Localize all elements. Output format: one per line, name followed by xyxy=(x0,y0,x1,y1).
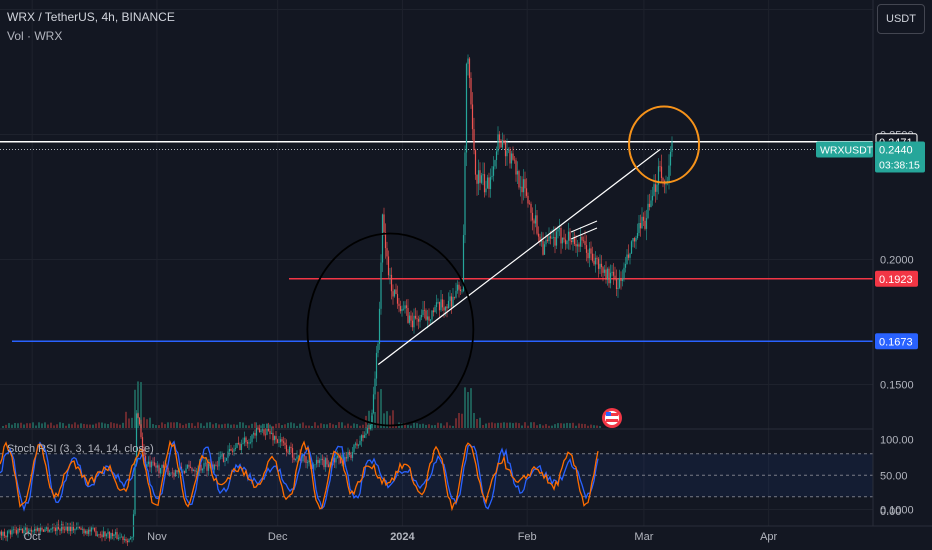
time-label: Oct xyxy=(24,531,41,543)
grid xyxy=(0,0,873,526)
svg-text:0.1923: 0.1923 xyxy=(879,274,913,286)
time-label: Dec xyxy=(268,531,288,543)
volume-label: Vol · WRX xyxy=(7,29,63,43)
svg-text:0.2440: 0.2440 xyxy=(879,145,913,157)
price-tick: 0.1500 xyxy=(880,380,914,392)
orange-circle xyxy=(628,105,701,184)
time-axis[interactable]: Oct Nov Dec 2024 Feb Mar Apr xyxy=(0,525,932,543)
trendline xyxy=(377,149,661,365)
drawings[interactable] xyxy=(306,105,701,427)
price-tick: 0.2000 xyxy=(880,255,914,267)
price-series xyxy=(0,54,673,546)
currency-button[interactable]: USDT xyxy=(877,4,925,34)
time-label: Apr xyxy=(760,531,777,543)
us-flag-icon[interactable] xyxy=(602,408,622,428)
rsi-tick: 0.00 xyxy=(880,506,901,518)
price-tag-blue-level: 0.1673 xyxy=(875,333,918,350)
black-circle xyxy=(306,232,475,427)
time-label: Feb xyxy=(518,531,537,543)
svg-text:03:38:15: 03:38:15 xyxy=(879,160,920,172)
price-tag-red-level: 0.1923 xyxy=(875,270,918,287)
svg-text:0.1673: 0.1673 xyxy=(879,336,913,348)
price-tick: 0.1000 xyxy=(880,505,914,517)
chart-title: WRX / TetherUS, 4h, BINANCE xyxy=(7,10,175,24)
stoch-rsi-label: Stoch RSI (3, 3, 14, 14, close) xyxy=(7,443,154,455)
svg-text:WRXUSDT: WRXUSDT xyxy=(820,145,874,157)
time-label: Nov xyxy=(147,531,167,543)
rsi-tick: 100.00 xyxy=(880,435,914,447)
price-tags: 0.31030.24710.19230.1673WRXUSDT0.244003:… xyxy=(816,133,925,350)
stoch-rsi-pane xyxy=(0,439,873,512)
time-label: Mar xyxy=(634,531,653,543)
rsi-tick: 50.00 xyxy=(880,470,908,482)
rsi-d-line xyxy=(0,439,599,512)
symbol-price-tag: WRXUSDT 0.2440 03:38:15 xyxy=(816,141,925,173)
time-label: 2024 xyxy=(390,531,415,543)
horizontal-levels[interactable] xyxy=(0,0,873,342)
